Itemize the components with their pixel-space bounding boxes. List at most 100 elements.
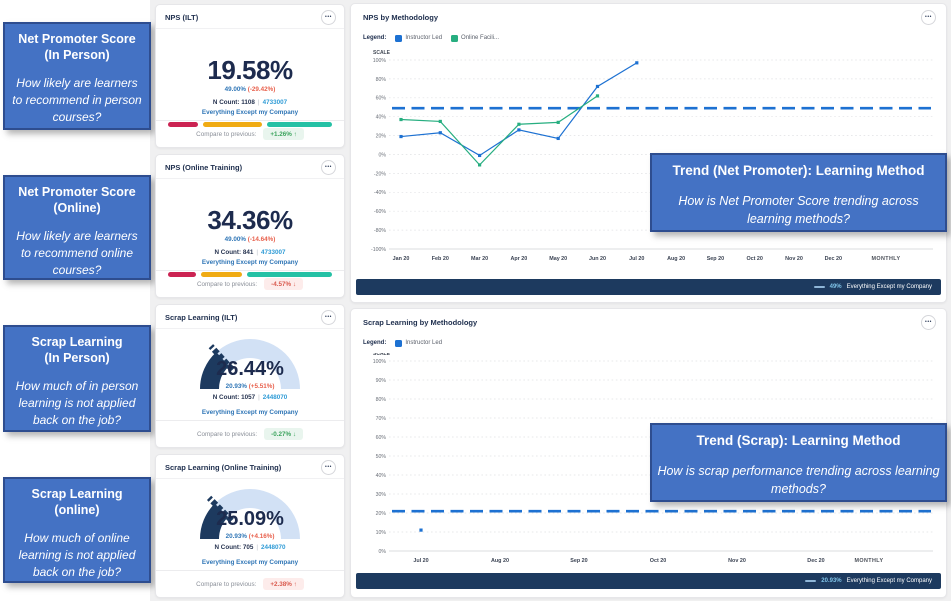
compare-badge: -0.27% ↓ xyxy=(264,428,304,440)
callout-question: How much of online learning is not appli… xyxy=(18,530,136,580)
benchmark-name-link[interactable]: Everything Except my Company xyxy=(201,259,299,266)
x-tick-label: Jul 20 xyxy=(629,256,644,262)
compare-badge: +1.26% ↑ xyxy=(263,128,304,140)
legend-swatch-icon xyxy=(395,339,403,347)
y-tick-label: 70% xyxy=(376,416,387,422)
card-menu-button[interactable]: ••• xyxy=(321,310,336,325)
legend-series-name: Online Facili... xyxy=(461,35,500,41)
data-point-marker xyxy=(517,122,521,126)
benchmark-line: 49.00% (-29.42%) xyxy=(156,86,344,93)
compare-value: -0.27% xyxy=(271,430,292,438)
gauge-area: 25.09% 20.93% (+4.16%) N Count: 705 | 244807… xyxy=(156,481,344,569)
benchmark-dash-icon xyxy=(805,580,817,582)
y-tick-label: 20% xyxy=(376,511,387,517)
n-count-value: N Count: 705 xyxy=(214,544,254,551)
y-tick-label: 80% xyxy=(376,397,387,403)
card-menu-button[interactable]: ••• xyxy=(321,10,336,25)
benchmark-name-link[interactable]: Everything Except my Company xyxy=(201,109,299,116)
y-tick-label: -100% xyxy=(371,247,386,253)
x-tick-label: Mar 20 xyxy=(471,256,488,262)
footer-benchmark-value: 20.93% xyxy=(821,578,842,584)
card-title: Scrap Learning (Online Training) xyxy=(165,463,282,472)
x-tick-label: Sep 20 xyxy=(570,558,587,564)
x-tick-label: Oct 20 xyxy=(650,558,666,564)
callout-title-line2: (online) xyxy=(54,503,100,518)
legend-label: Legend: xyxy=(363,35,387,41)
panel-title: Scrap Learning by Methodology xyxy=(363,318,478,327)
card-scrap-online-training: Scrap Learning (Online Training) ••• 25.09… xyxy=(155,454,345,598)
legend-item[interactable]: Online Facili... xyxy=(451,34,500,42)
legend-item[interactable]: Instructor Led xyxy=(395,34,442,42)
legend-swatch-icon xyxy=(451,34,459,42)
n-count-alt-link[interactable]: 2448070 xyxy=(260,544,286,551)
callout-nps-online: Net Promoter Score (Online) How likely are… xyxy=(3,175,151,280)
n-count-alt-link[interactable]: 4733007 xyxy=(262,99,288,106)
card-title: NPS (ILT) xyxy=(165,13,199,22)
compare-label: Compare to previous: xyxy=(196,130,257,138)
x-tick-label: May 20 xyxy=(549,256,567,262)
legend-label: Legend: xyxy=(363,340,387,346)
callout-title: Trend (Scrap): Learning Method xyxy=(696,433,901,448)
data-point-marker xyxy=(635,61,639,65)
n-count-separator: | xyxy=(258,394,260,401)
scale-label: SCALE xyxy=(373,353,391,357)
y-tick-label: 100% xyxy=(373,359,387,365)
n-count-value: N Count: 1108 xyxy=(212,99,255,106)
callout-question: How is scrap performance trending across… xyxy=(657,463,940,496)
gauge-arc xyxy=(200,352,230,389)
data-point-marker xyxy=(399,134,403,139)
card-menu-button[interactable]: ••• xyxy=(321,460,336,475)
callout-title: Trend (Net Promoter): Learning Method xyxy=(672,163,925,178)
benchmark-delta: (-29.42%) xyxy=(247,86,276,93)
panel-menu-button[interactable]: ••• xyxy=(921,10,936,25)
period-selector-label[interactable]: MONTHLY xyxy=(855,558,884,564)
card-header: Scrap Learning (Online Training) ••• xyxy=(156,455,344,479)
x-tick-label: Nov 20 xyxy=(785,256,803,262)
callout-question: How is Net Promoter Score trending acros… xyxy=(678,193,919,226)
callout-title-line1: Scrap Learning xyxy=(31,487,123,501)
callout-question: How likely are learners to recommend in … xyxy=(12,75,142,125)
legend-item[interactable]: Instructor Led xyxy=(395,339,442,347)
benchmark-name-link[interactable]: Everything Except my Company xyxy=(201,409,299,416)
panel-menu-button[interactable]: ••• xyxy=(921,315,936,330)
scrap-gauge xyxy=(200,339,300,389)
nps-segment xyxy=(168,272,197,277)
y-tick-label: 40% xyxy=(376,115,387,121)
compare-badge: -4.57% ↓ xyxy=(264,278,304,290)
n-count-alt-link[interactable]: 4733007 xyxy=(260,249,286,256)
x-tick-label: Jan 20 xyxy=(393,256,410,262)
callout-title: Net Promoter Score (Online) xyxy=(10,184,144,217)
nps-segment xyxy=(201,272,242,277)
card-title: Scrap Learning (ILT) xyxy=(165,313,238,322)
compare-to-previous-row: Compare to previous: +2.38% ↑ xyxy=(156,570,344,597)
x-tick-label: Jun 20 xyxy=(589,256,606,262)
panel-title: NPS by Methodology xyxy=(363,13,438,22)
card-header: NPS (Online Training) ••• xyxy=(156,155,344,179)
n-count-alt-link[interactable]: 2448070 xyxy=(262,394,288,401)
footer-benchmark-name: Everything Except my Company xyxy=(846,578,932,584)
nps-segment xyxy=(168,122,199,127)
card-menu-button[interactable]: ••• xyxy=(321,160,336,175)
benchmark-name-link[interactable]: Everything Except my Company xyxy=(201,559,299,566)
benchmark-value: 20.93% xyxy=(225,383,247,390)
x-tick-label: Apr 20 xyxy=(511,256,528,262)
x-tick-label: Aug 20 xyxy=(491,558,509,564)
gauge-area: 26.44% 20.93% (+5.51%) N Count: 1057 | 24480… xyxy=(156,331,344,419)
callout-title-line2: (In Person) xyxy=(44,48,110,63)
callout-title: Scrap Learning (In Person) xyxy=(10,334,144,367)
n-count-separator: | xyxy=(256,249,258,256)
n-count-line: N Count: 1108 | 4733007 xyxy=(156,99,344,106)
callout-title-line1: Net Promoter Score xyxy=(18,185,136,199)
chart-legend: Legend: Instructor Led Online Facili... xyxy=(351,28,946,46)
n-count-separator: | xyxy=(256,544,258,551)
nps-by-methodology-chart: SCALE 100% 80% 60% 40% 20% 0% -20% -40% -60% -80% -… xyxy=(371,50,933,262)
benchmark-footer-bar: 49% Everything Except my Company xyxy=(356,279,941,295)
period-selector-label[interactable]: MONTHLY xyxy=(872,256,901,262)
x-tick-label: Dec 20 xyxy=(807,558,824,564)
card-header: NPS (ILT) ••• xyxy=(156,5,344,29)
y-tick-label: -60% xyxy=(374,209,386,215)
y-tick-label: 100% xyxy=(373,58,387,64)
chart-legend: Legend: Instructor Led xyxy=(351,333,946,351)
x-tick-label: Feb 20 xyxy=(432,256,449,262)
y-tick-label: 0% xyxy=(379,549,387,555)
